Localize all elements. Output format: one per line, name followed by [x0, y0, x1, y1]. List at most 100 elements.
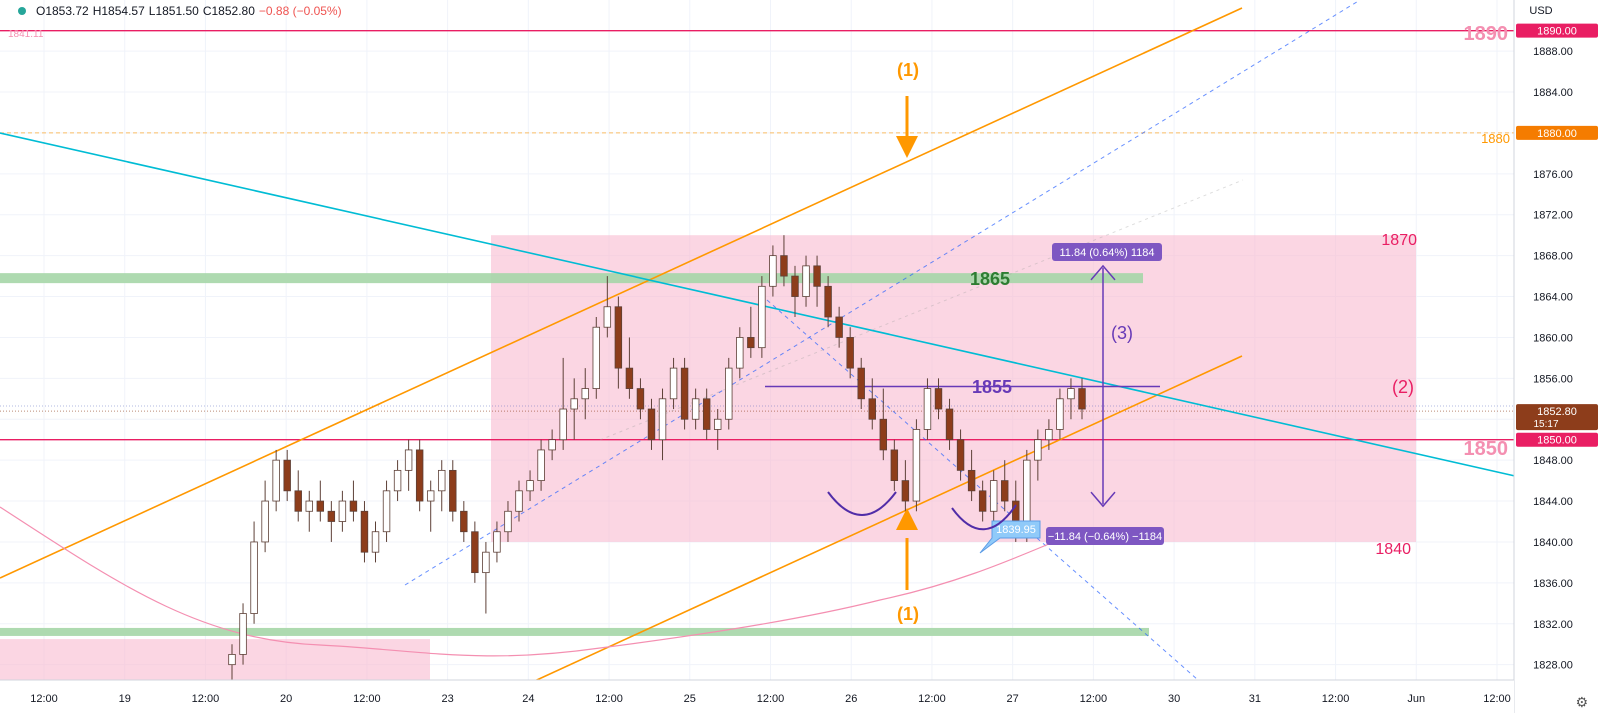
candle-body: [802, 265, 810, 297]
candle-body: [702, 398, 711, 430]
ohlc-open: O1853.72: [36, 4, 89, 18]
candle-body: [305, 500, 313, 512]
ohlc-legend: O1853.72 H1854.57 L1851.50 C1852.80 −0.8…: [4, 4, 342, 18]
y-tick-label: 1872.00: [1533, 210, 1573, 222]
x-tick-label: 31: [1249, 693, 1261, 705]
x-tick-label: Jun: [1407, 693, 1425, 705]
low-callout-bubble: [979, 520, 1041, 554]
channel-upper-line: [0, 7, 1243, 579]
candle-body: [371, 531, 380, 553]
y-tick-label: 1888.00: [1533, 46, 1573, 58]
y-tick-label: 1860.00: [1533, 332, 1573, 344]
candle-body: [261, 500, 269, 543]
y-tick-label: 1836.00: [1533, 578, 1573, 590]
candle-body: [791, 275, 799, 297]
y-tick-label: 1828.00: [1533, 660, 1573, 672]
candle-body: [890, 449, 899, 482]
candle-body: [338, 500, 347, 522]
price-tag-bg: [1516, 432, 1598, 447]
candle-body: [382, 490, 391, 533]
measure-up-badge: [1052, 243, 1162, 261]
candle-body: [868, 398, 876, 420]
candle-body: [747, 337, 755, 349]
cup-shape-1: [827, 491, 897, 516]
zones: [0, 235, 1416, 680]
marker-bottom-1: (1): [897, 604, 919, 624]
candle-body: [239, 613, 247, 655]
level-label-1890: 1890: [1464, 23, 1509, 45]
ohlc-high: H1854.57: [92, 4, 145, 18]
candle-body: [956, 439, 965, 471]
y-tick-label: 1848.00: [1533, 455, 1573, 467]
measure-down-label: −11.84 (−0.64%) −1184: [1048, 531, 1162, 543]
candle-body: [813, 265, 821, 287]
ohlc-low: L1851.50: [148, 4, 199, 18]
candle-body: [426, 490, 435, 502]
candle-body: [912, 429, 921, 502]
candle-body: [725, 367, 733, 420]
zone-label-1865: 1865: [970, 269, 1010, 289]
candle-body: [769, 255, 777, 287]
teal-trend-line: [0, 132, 1516, 477]
ohlc-close: C1852.80: [202, 4, 255, 18]
x-tick-label: 12:00: [1483, 693, 1511, 705]
cup-shape-2: [951, 504, 1017, 531]
candle-body: [736, 337, 744, 369]
level-label-1880: 1880: [1481, 131, 1510, 146]
candle-body: [438, 469, 446, 492]
moving-average-line: [0, 506, 1071, 657]
y-tick-label: 1884.00: [1533, 87, 1573, 99]
measure-up-arrow-icon: [1090, 264, 1116, 281]
candle-body: [559, 408, 567, 441]
candle-body: [548, 439, 556, 451]
x-tick-label: 25: [684, 693, 696, 705]
x-tick-label: 12:00: [595, 693, 623, 705]
candle-body: [614, 306, 623, 369]
y-tick-label: 1844.00: [1533, 496, 1573, 508]
pink-lower-zone: [0, 639, 430, 680]
candle-body: [283, 459, 291, 492]
candle-body: [989, 480, 998, 512]
price-tag-bg: [1516, 404, 1598, 431]
candle-body: [449, 469, 457, 512]
candle-body: [758, 285, 766, 349]
x-tick-label: 19: [119, 693, 131, 705]
price-tag-label: 1880.00: [1537, 128, 1577, 140]
y-tick-label: 1832.00: [1533, 619, 1573, 631]
candle-body: [316, 500, 325, 512]
price-tag-label: 1850.00: [1537, 435, 1577, 447]
zone-label-bottom: 1840: [1375, 541, 1411, 558]
measure-down-arrow-icon: [1090, 491, 1116, 508]
pink-range-zone: [491, 235, 1416, 542]
y-tick-label: 1864.00: [1533, 292, 1573, 304]
candle-body: [1001, 480, 1009, 502]
candle-body: [1067, 388, 1075, 400]
candle-body: [669, 367, 678, 400]
low-callout-label: 1839.95: [996, 524, 1036, 536]
candle-body: [780, 255, 788, 277]
candle-body: [835, 316, 843, 338]
candle-body: [691, 398, 700, 420]
candle-body: [967, 469, 976, 492]
candle-body: [272, 459, 280, 502]
green-zone-lower: [0, 627, 1149, 636]
x-tick-label: 30: [1168, 693, 1180, 705]
candle-body: [493, 531, 501, 553]
candle-body: [846, 337, 854, 369]
candle-body: [526, 480, 534, 492]
candle-body: [1078, 388, 1086, 410]
x-tick-label: 12:00: [918, 693, 946, 705]
price-tag-bg: [1516, 23, 1598, 38]
candle-body: [228, 654, 236, 666]
candle-body: [404, 449, 413, 471]
settings-gear-icon[interactable]: ⚙: [1575, 694, 1588, 710]
candle-body: [482, 551, 490, 574]
candle-body: [360, 510, 369, 553]
candle-body: [934, 388, 943, 410]
candle-body: [1045, 429, 1053, 441]
x-tick-label: 12:00: [1322, 693, 1350, 705]
x-tick-label: 12:00: [30, 693, 58, 705]
price-tag-bg: [1516, 125, 1598, 140]
y-tick-label: 1868.00: [1533, 251, 1573, 263]
